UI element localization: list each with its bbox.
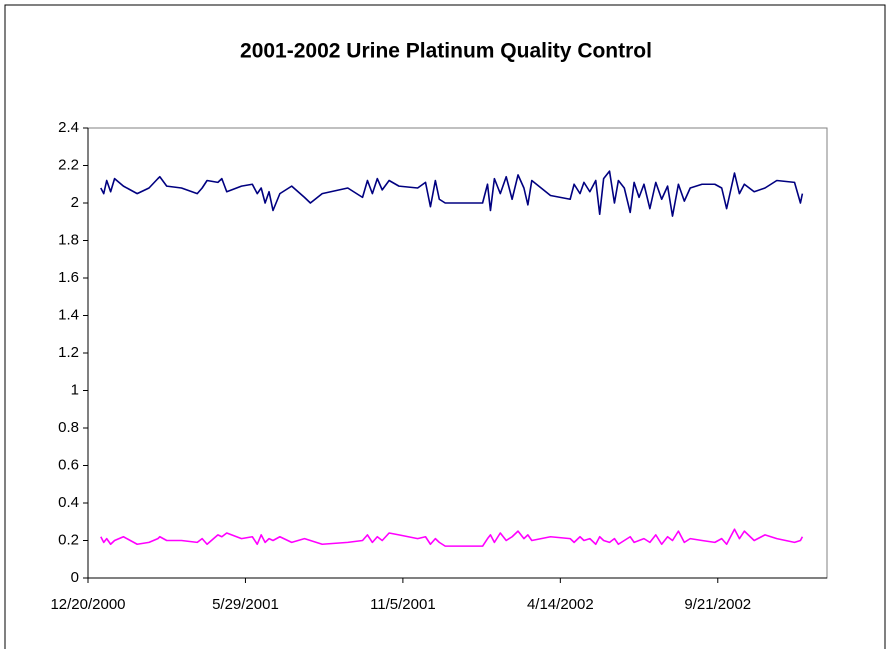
x-tick-label: 9/21/2002 (684, 596, 751, 613)
y-tick-label: 2.2 (58, 156, 79, 173)
x-tick-label: 11/5/2001 (370, 596, 436, 613)
y-tick-label: 0.2 (58, 531, 79, 548)
x-tick-label: 4/14/2002 (527, 596, 594, 613)
x-tick-label: 5/29/2001 (212, 596, 279, 613)
y-tick-label: 1 (71, 381, 79, 398)
chart-border (4, 4, 886, 649)
y-tick-label: 0.4 (58, 494, 79, 511)
y-tick-label: 0.8 (58, 419, 79, 436)
series-line (100, 528, 804, 547)
y-tick-label: 1.8 (58, 231, 79, 248)
y-tick-label: 2 (71, 194, 79, 211)
y-tick-label: 0.6 (58, 456, 79, 473)
y-tick-label: 1.4 (58, 306, 79, 323)
y-tick-label: 1.6 (58, 269, 79, 286)
y-tick-label: 2.4 (58, 119, 79, 136)
chart-title: 2001-2002 Urine Platinum Quality Control (240, 40, 652, 63)
y-tick-label: 1.2 (58, 344, 79, 361)
x-tick-label: 12/20/2000 (50, 596, 125, 613)
plot-area (87, 127, 828, 579)
y-tick-label: 0 (71, 569, 79, 586)
series-line (100, 170, 804, 217)
